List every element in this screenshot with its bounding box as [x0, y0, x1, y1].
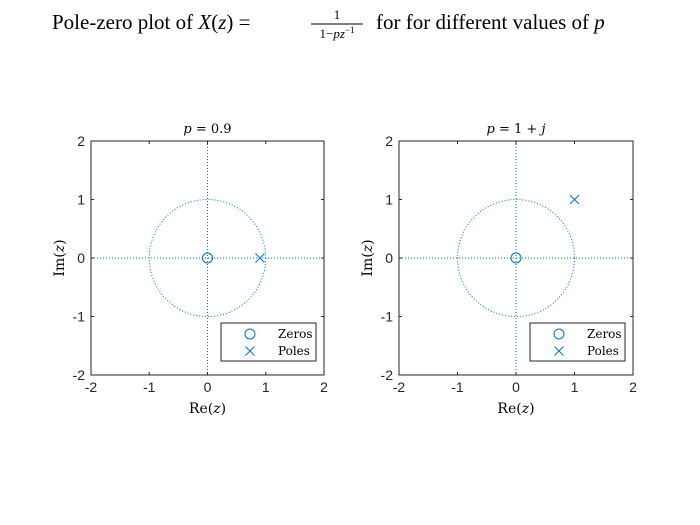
- poles-marker: [569, 194, 580, 205]
- title-suffix: for for different values of p: [376, 10, 605, 34]
- x-tick-label: 0: [204, 379, 212, 395]
- x-tick-label: 2: [320, 379, 328, 395]
- y-tick-label: -1: [381, 309, 394, 325]
- x-axis-label: Re(z): [497, 401, 534, 417]
- title-fraction-numerator: 1: [334, 7, 341, 22]
- x-stroke: [245, 346, 255, 356]
- x-tick-label: -2: [393, 379, 406, 395]
- y-tick-label: 0: [385, 250, 393, 266]
- panel-title: p = 0.9: [183, 122, 231, 137]
- legend-poles-marker: [554, 346, 564, 356]
- y-tick-label: 2: [385, 133, 393, 149]
- legend-box: [529, 322, 626, 362]
- zeros-marker: [510, 252, 522, 264]
- y-axis-label: Im(z): [52, 239, 68, 276]
- poles-marker: [255, 253, 265, 263]
- legend-zeros-label: Zeros: [587, 327, 622, 341]
- legend-poles-label: Poles: [587, 344, 619, 358]
- x-tick-label: 1: [262, 379, 270, 395]
- legend-zeros-marker: [553, 328, 565, 340]
- y-tick-label: 0: [77, 250, 85, 266]
- x-tick-label: 1: [571, 379, 579, 395]
- legend-box: [220, 322, 317, 362]
- legend-zeros-marker: [244, 328, 256, 340]
- figure-title: Pole-zero plot of X(z) = 1 1−pz−1 for fo…: [52, 7, 605, 41]
- legend: Zeros Poles: [529, 322, 626, 362]
- y-tick-label: -2: [381, 367, 394, 383]
- panel-title: p = 1 + j: [487, 122, 546, 137]
- x-stroke: [569, 194, 580, 205]
- unit-circle: [457, 199, 575, 317]
- y-tick-label: 1: [385, 192, 393, 208]
- zeros-marker: [202, 252, 213, 264]
- legend-zeros-label: Zeros: [278, 327, 313, 341]
- x-tick-label: -2: [85, 379, 98, 395]
- legend: Zeros Poles: [220, 322, 317, 362]
- x-tick-label: -1: [143, 379, 156, 395]
- title-prefix: Pole-zero plot of X(z) =: [52, 10, 250, 34]
- y-axis-label: Im(z): [360, 239, 376, 276]
- y-tick-label: -2: [73, 367, 86, 383]
- legend-poles-label: Poles: [278, 344, 310, 358]
- x-stroke: [554, 346, 564, 356]
- y-tick-label: 2: [77, 133, 85, 149]
- x-tick-label: 2: [629, 379, 637, 395]
- y-tick-label: -1: [73, 309, 86, 325]
- x-tick-label: -1: [451, 379, 464, 395]
- x-axis-label: Re(z): [189, 401, 226, 417]
- title-fraction-denominator: 1−pz−1: [320, 25, 355, 41]
- legend-poles-marker: [245, 346, 255, 356]
- chart-panel-right: p = 1 + j -2 -1 0 1 2 -2 -1 0 1 2 Re(z) Im(z) Zeros Po…: [360, 122, 637, 417]
- x-tick-label: 0: [512, 379, 520, 395]
- x-stroke: [255, 253, 265, 263]
- y-tick-label: 1: [77, 192, 85, 208]
- chart-panel-left: p = 0.9 -2 -1 0 1 2 -2 -1 0 1 2 Re(z) Im(z) Zeros Pole…: [52, 122, 328, 417]
